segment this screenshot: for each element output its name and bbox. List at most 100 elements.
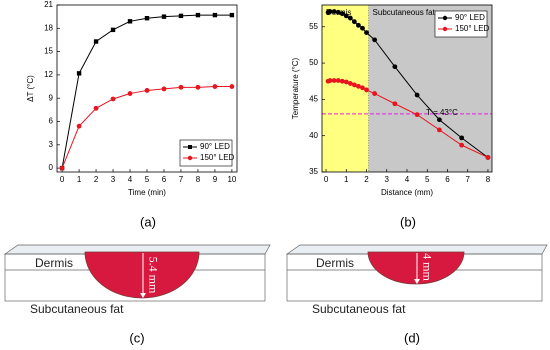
- x-tick-label: 7: [179, 175, 184, 184]
- x-tick-label: 8: [486, 175, 491, 184]
- y-axis-label: ΔT (°C): [26, 75, 35, 102]
- point: [195, 12, 201, 18]
- y-tick-label: 45: [309, 95, 318, 104]
- x-tick-label: 9: [213, 175, 218, 184]
- arrow-head: [140, 293, 146, 298]
- panel-label: (b): [400, 214, 416, 229]
- point: [144, 88, 150, 93]
- depth-label: 4 mm: [420, 253, 434, 281]
- x-tick-label: 1: [344, 175, 349, 184]
- point: [436, 127, 442, 133]
- region-label: Subcutaneous fat: [373, 8, 436, 17]
- point: [356, 83, 361, 89]
- point: [372, 91, 378, 96]
- x-tick-label: 1: [77, 175, 82, 184]
- x-tick-label: 10: [227, 175, 236, 184]
- point: [360, 85, 365, 91]
- legend-marker: [442, 26, 448, 32]
- threshold-label: T = 43°C: [426, 108, 458, 117]
- point: [459, 135, 465, 141]
- point: [459, 142, 465, 148]
- y-tick-label: 40: [309, 131, 318, 140]
- point: [327, 9, 333, 14]
- point: [144, 16, 150, 21]
- panel-label: (a): [140, 214, 156, 229]
- x-tick-label: 6: [162, 175, 167, 184]
- legend-box: [179, 139, 233, 167]
- x-axis-label: Distance (mm): [381, 188, 433, 197]
- point: [347, 81, 353, 86]
- point: [436, 117, 442, 123]
- point: [110, 27, 116, 33]
- point: [392, 64, 398, 70]
- layer-label: Dermis: [35, 256, 73, 270]
- point: [372, 37, 378, 43]
- legend-box: [434, 10, 488, 38]
- layer-label: Dermis: [316, 256, 354, 270]
- point: [347, 15, 353, 21]
- point: [339, 11, 345, 17]
- point: [110, 96, 116, 102]
- layer-label: Subcutaneous fat: [30, 302, 124, 316]
- point: [339, 78, 345, 84]
- x-tick-label: 0: [60, 175, 65, 184]
- x-tick-label: 5: [425, 175, 430, 184]
- x-tick-label: 4: [128, 175, 133, 184]
- y-tick-label: 18: [44, 23, 53, 32]
- point: [335, 78, 341, 83]
- point: [127, 19, 133, 24]
- y-tick-label: 15: [44, 47, 53, 56]
- legend-label: 90° LED: [200, 142, 230, 151]
- y-tick-label: 21: [44, 0, 53, 9]
- point: [178, 84, 184, 90]
- point: [59, 165, 65, 171]
- legend-marker: [187, 155, 193, 161]
- point: [178, 13, 184, 19]
- diagram-c: Dermis Subcutaneous fat 5.4 mm: [3, 244, 271, 316]
- point: [485, 155, 491, 160]
- point: [93, 39, 99, 44]
- point: [335, 9, 341, 15]
- x-tick-label: 6: [445, 175, 450, 184]
- diagram-d: Dermis Subcutaneous fat 4 mm: [285, 244, 548, 316]
- x-tick-label: 0: [324, 175, 329, 184]
- point: [392, 101, 398, 107]
- arrow-head: [414, 279, 420, 284]
- point: [331, 9, 337, 14]
- x-tick-label: 3: [385, 175, 390, 184]
- point: [351, 19, 357, 25]
- y-axis-label: Temperature (°C): [291, 57, 300, 119]
- point: [356, 22, 361, 28]
- y-tick-label: 35: [309, 167, 318, 176]
- x-tick-label: 3: [111, 175, 116, 184]
- legend-marker: [442, 15, 448, 21]
- layer-label: Subcutaneous fat: [312, 302, 406, 316]
- x-tick-label: 2: [364, 175, 369, 184]
- point: [212, 84, 218, 89]
- point: [343, 13, 349, 19]
- point: [76, 123, 82, 129]
- y-tick-label: 55: [309, 22, 318, 31]
- point: [351, 82, 357, 88]
- x-tick-label: 2: [94, 175, 99, 184]
- legend-label: 150° LED: [455, 24, 490, 33]
- point: [343, 79, 349, 85]
- y-tick-label: 3: [49, 140, 54, 149]
- legend-label: 150° LED: [200, 153, 235, 162]
- point: [414, 112, 420, 118]
- y-tick-label: 50: [309, 58, 318, 67]
- panel-label: (c): [129, 330, 144, 345]
- point: [331, 78, 337, 83]
- legend-marker: [188, 145, 192, 149]
- depth-label: 5.4 mm: [146, 257, 160, 294]
- point: [127, 91, 133, 96]
- point: [364, 87, 369, 93]
- y-tick-label: 0: [49, 163, 54, 172]
- x-tick-label: 7: [465, 175, 470, 184]
- x-tick-label: 5: [145, 175, 150, 184]
- panel-label: (d): [404, 330, 420, 345]
- point: [195, 84, 201, 90]
- y-tick-label: 12: [44, 70, 53, 79]
- point: [229, 84, 235, 89]
